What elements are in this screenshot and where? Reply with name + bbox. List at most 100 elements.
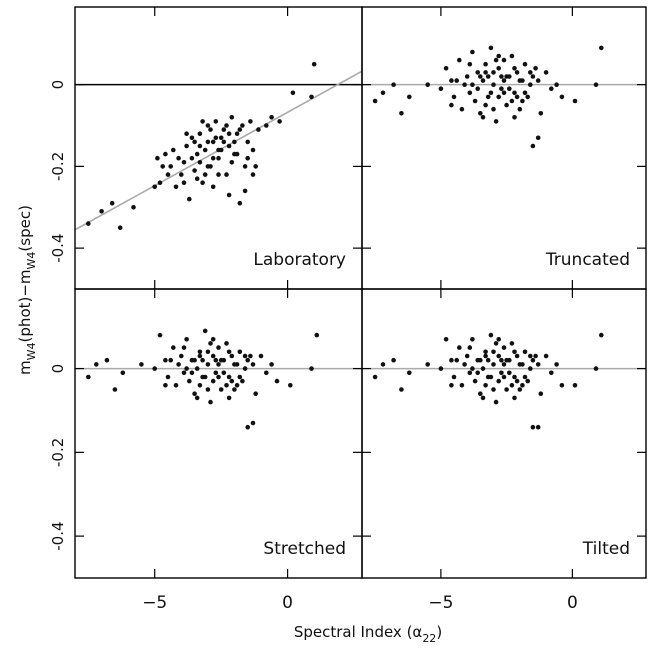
data-point	[213, 119, 219, 124]
data-point	[234, 131, 240, 136]
data-point	[491, 362, 496, 367]
data-point	[535, 362, 541, 367]
data-point	[253, 391, 258, 397]
data-point	[205, 387, 211, 392]
data-point	[213, 370, 219, 376]
data-point	[517, 106, 523, 112]
data-point	[407, 370, 412, 376]
data-point	[462, 82, 467, 87]
data-point	[488, 45, 494, 51]
data-point	[224, 172, 229, 177]
data-point	[250, 147, 256, 153]
data-point	[572, 98, 578, 104]
data-point	[559, 383, 565, 388]
data-point	[462, 362, 467, 367]
data-point	[533, 353, 538, 359]
data-point	[168, 357, 173, 363]
data-point	[472, 98, 478, 104]
data-point	[538, 111, 544, 116]
data-point	[192, 391, 197, 397]
data-point	[480, 366, 486, 371]
data-point	[242, 188, 248, 194]
data-point	[525, 94, 530, 100]
data-point	[493, 57, 499, 63]
data-point	[475, 86, 481, 91]
x-axis-label: Spectral Index (α22)	[294, 623, 442, 645]
data-point	[470, 366, 475, 371]
data-point	[210, 353, 216, 359]
data-point	[549, 86, 554, 91]
data-point	[543, 353, 549, 359]
data-point	[245, 357, 250, 363]
data-point	[229, 353, 235, 359]
data-point	[157, 332, 163, 338]
data-point	[528, 353, 533, 359]
data-point	[290, 90, 296, 96]
data-point	[507, 370, 512, 376]
data-point	[449, 383, 454, 388]
data-point	[205, 349, 211, 355]
data-point	[496, 66, 502, 71]
data-point	[163, 383, 168, 388]
data-point	[472, 378, 478, 384]
data-point	[475, 370, 481, 376]
data-point	[491, 82, 496, 87]
data-point	[478, 357, 483, 363]
data-point	[478, 74, 483, 79]
data-point	[496, 94, 502, 100]
data-point	[309, 366, 314, 371]
data-point	[213, 357, 219, 363]
data-point	[543, 70, 549, 75]
data-point	[470, 49, 475, 55]
data-point	[535, 135, 541, 141]
data-point	[240, 378, 245, 384]
data-point	[179, 172, 184, 177]
plot-area	[75, 61, 362, 231]
data-point	[491, 387, 496, 392]
data-point	[229, 115, 235, 120]
data-point	[194, 395, 200, 401]
data-point	[197, 353, 203, 359]
data-point	[208, 399, 213, 405]
data-point	[205, 164, 211, 169]
data-point	[86, 221, 91, 226]
data-point	[192, 357, 197, 363]
data-point	[218, 135, 224, 141]
panel-label: Tilted	[582, 539, 630, 559]
data-point	[399, 387, 404, 392]
data-point	[216, 155, 221, 161]
data-point	[194, 151, 200, 157]
data-point	[221, 139, 227, 145]
data-point	[478, 391, 483, 397]
data-point	[179, 353, 184, 359]
data-point	[226, 374, 232, 380]
data-point	[237, 374, 243, 380]
data-point	[189, 135, 195, 141]
data-point	[449, 102, 454, 108]
data-point	[187, 378, 192, 384]
panel-truncated: Truncated	[361, 6, 647, 290]
data-point	[483, 70, 488, 75]
plot-area	[75, 328, 362, 430]
data-point	[200, 357, 205, 363]
data-point	[99, 209, 104, 214]
data-point	[250, 172, 256, 177]
data-point	[372, 98, 378, 104]
data-point	[499, 357, 504, 363]
data-point	[224, 341, 229, 346]
panel-frame	[361, 6, 647, 290]
data-point	[184, 366, 189, 371]
data-point	[192, 168, 197, 173]
data-point	[250, 420, 256, 426]
data-point	[493, 341, 499, 346]
data-point	[504, 74, 509, 79]
data-point	[478, 111, 483, 116]
data-point	[237, 200, 243, 206]
data-point	[210, 184, 216, 190]
data-point	[224, 383, 229, 388]
data-point	[210, 337, 216, 342]
data-point	[501, 345, 507, 350]
data-point	[457, 57, 462, 63]
data-point	[197, 383, 203, 388]
